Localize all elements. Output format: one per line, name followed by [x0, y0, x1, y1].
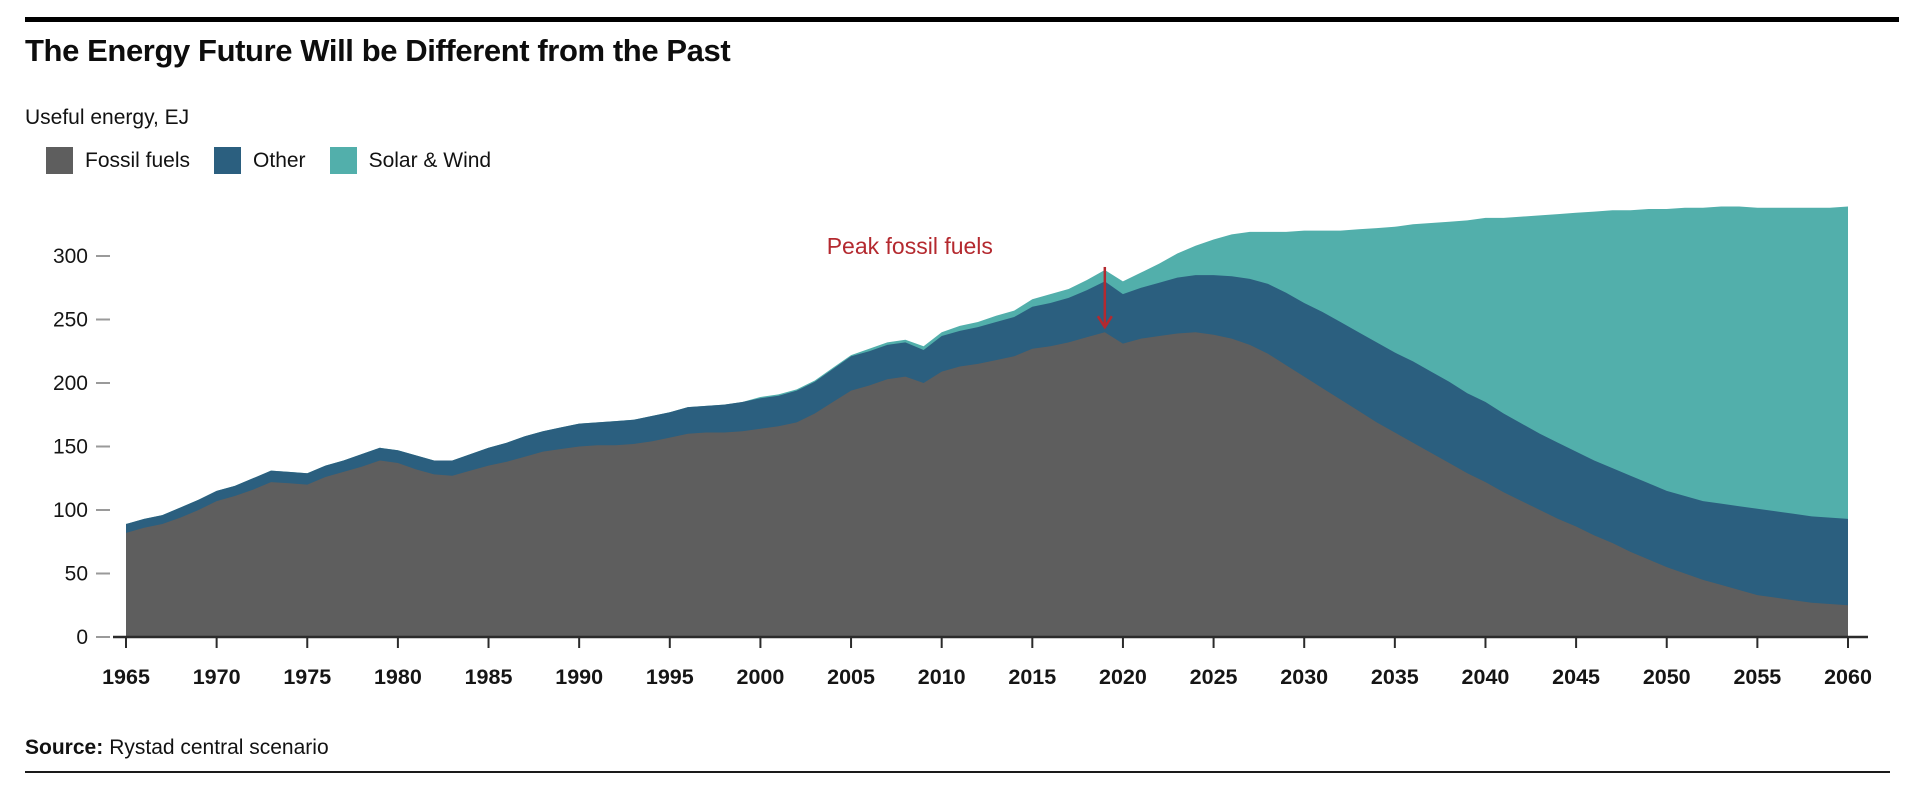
x-tick-label: 2020: [1099, 665, 1147, 689]
area-fossil-fuels: [126, 332, 1848, 637]
x-tick-label: 1995: [646, 665, 694, 689]
x-tick-label: 2055: [1733, 665, 1781, 689]
y-tick-label: 50: [65, 563, 88, 586]
y-tick-label: 150: [53, 436, 88, 459]
legend-label-fossil-fuels: Fossil fuels: [85, 148, 191, 172]
page-title: The Energy Future Will be Different from…: [25, 33, 731, 68]
x-tick-label: 1985: [465, 665, 513, 689]
source-line: Source: Rystad central scenario: [25, 736, 329, 760]
legend-item-other: Other: [214, 147, 306, 174]
legend-label-other: Other: [253, 148, 306, 172]
x-tick-label: 2010: [918, 665, 966, 689]
source-text: Rystad central scenario: [109, 736, 329, 759]
legend-swatch-solar-wind: [329, 147, 357, 174]
x-tick-label: 2040: [1462, 665, 1510, 689]
legend-label-solar-wind: Solar & Wind: [368, 148, 492, 172]
legend-swatch-other: [214, 147, 242, 174]
x-tick-label: 2005: [827, 665, 875, 689]
x-tick-label: 1990: [555, 665, 603, 689]
legend-item-fossil-fuels: Fossil fuels: [46, 147, 190, 174]
x-tick-label: 2045: [1552, 665, 1600, 689]
peak-fossil-fuels-annotation: Peak fossil fuels: [827, 233, 993, 259]
x-tick-label: 2035: [1371, 665, 1419, 689]
x-tick-label: 2060: [1824, 665, 1872, 689]
x-tick-label: 2050: [1643, 665, 1691, 689]
source-label: Source:: [25, 736, 104, 759]
y-tick-label: 250: [53, 309, 88, 332]
annotation-arrowhead-icon: [1096, 315, 1113, 330]
x-tick-label: 1970: [193, 665, 241, 689]
y-tick-label: 300: [53, 245, 88, 268]
x-tick-label: 1965: [102, 665, 150, 689]
x-tick-label: 1980: [374, 665, 422, 689]
bottom-rule: [25, 771, 1890, 773]
chart-legend: Fossil fuels Other Solar & Wind: [46, 147, 491, 174]
y-tick-label: 100: [53, 499, 88, 522]
chart-units-label: Useful energy, EJ: [25, 106, 190, 129]
y-tick-label: 200: [53, 372, 88, 395]
x-tick-label: 2015: [1008, 665, 1056, 689]
legend-item-solar-wind: Solar & Wind: [329, 147, 492, 174]
top-rule: [25, 17, 1899, 22]
x-tick-label: 2030: [1280, 665, 1328, 689]
x-tick-label: 1975: [283, 665, 331, 689]
x-tick-label: 2000: [736, 665, 784, 689]
legend-swatch-fossil-fuels: [46, 147, 73, 174]
x-tick-label: 2025: [1190, 665, 1238, 689]
y-tick-label: 0: [76, 626, 88, 649]
